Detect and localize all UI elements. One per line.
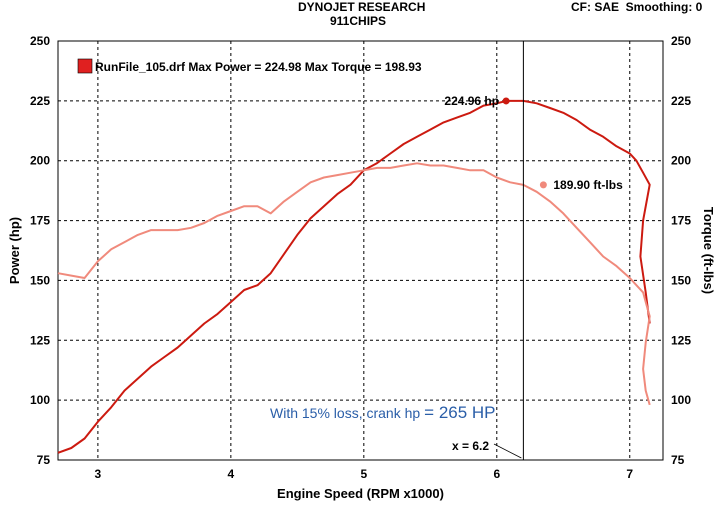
crank-hp-note-value: = 265 HP bbox=[424, 403, 495, 422]
series-layer bbox=[57, 99, 651, 454]
power-curve bbox=[57, 99, 651, 454]
y2-tick-label: 250 bbox=[671, 34, 691, 48]
torque-cursor-label: 189.90 ft-lbs bbox=[553, 178, 623, 192]
cursor-readout: x = 6.2 bbox=[452, 439, 489, 453]
peak-power-marker bbox=[502, 97, 510, 105]
y-tick-label: 175 bbox=[30, 214, 50, 228]
x-tick-label: 4 bbox=[228, 467, 235, 481]
x-tick-label: 3 bbox=[95, 467, 102, 481]
left-axis-ticks: 75 100 125 150 175 200 225 250 bbox=[30, 34, 50, 467]
x-tick-label: 7 bbox=[626, 467, 633, 481]
x-axis-ticks: 3 4 5 6 7 bbox=[95, 467, 634, 481]
grid bbox=[58, 41, 663, 460]
y-tick-label: 225 bbox=[30, 94, 50, 108]
x-tick-label: 6 bbox=[493, 467, 500, 481]
y2-axis-label: Torque (ft-lbs) bbox=[701, 207, 716, 294]
peak-power-label: 224.96 hp bbox=[444, 94, 499, 108]
right-axis-ticks: 75 100 125 150 175 200 225 250 bbox=[671, 34, 691, 467]
y2-tick-label: 75 bbox=[671, 453, 685, 467]
y-tick-label: 250 bbox=[30, 34, 50, 48]
y2-tick-label: 225 bbox=[671, 94, 691, 108]
x-tick-label: 5 bbox=[360, 467, 367, 481]
y2-tick-label: 200 bbox=[671, 154, 691, 168]
crank-hp-note-text: With 15% loss, crank hp bbox=[270, 405, 420, 421]
settings-readout: CF: SAE Smoothing: 0 bbox=[571, 0, 703, 14]
plot-frame bbox=[57, 40, 664, 461]
torque-curve bbox=[57, 162, 651, 406]
crank-hp-note: With 15% loss, crank hp = 265 HP bbox=[270, 403, 496, 422]
y-tick-label: 75 bbox=[37, 453, 51, 467]
y2-tick-label: 175 bbox=[671, 214, 691, 228]
y2-tick-label: 100 bbox=[671, 393, 691, 407]
legend-entry: RunFile_105.drf Max Power = 224.98 Max T… bbox=[95, 60, 422, 74]
torque-cursor-marker bbox=[539, 181, 547, 189]
report-subtitle: 911CHIPS bbox=[330, 14, 387, 28]
report-title: DYNOJET RESEARCH bbox=[298, 0, 426, 14]
y2-tick-label: 125 bbox=[671, 333, 691, 347]
y-tick-label: 150 bbox=[30, 273, 50, 287]
y-tick-label: 100 bbox=[30, 393, 50, 407]
y2-tick-label: 150 bbox=[671, 273, 691, 287]
y-tick-label: 125 bbox=[30, 333, 50, 347]
y-axis-label: Power (hp) bbox=[7, 217, 22, 284]
cursor-leader bbox=[493, 443, 522, 459]
legend-swatch bbox=[77, 58, 93, 74]
y-tick-label: 200 bbox=[30, 154, 50, 168]
x-axis-label: Engine Speed (RPM x1000) bbox=[277, 486, 444, 501]
